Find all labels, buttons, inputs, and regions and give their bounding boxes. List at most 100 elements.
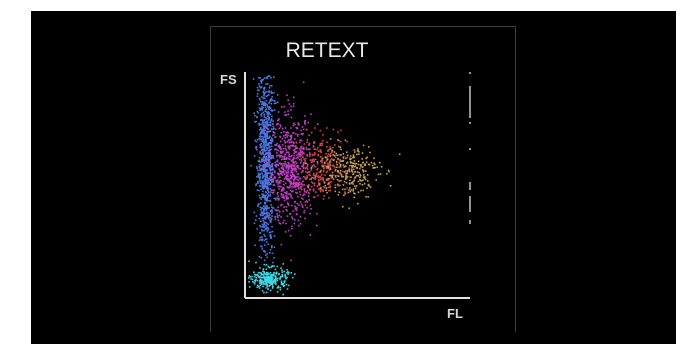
scatter-point-cyan (272, 275, 275, 277)
scatter-point-blue (271, 210, 274, 213)
scatter-point-blue (265, 121, 267, 124)
scatter-point-magenta (286, 215, 289, 217)
scatter-point-red (297, 195, 299, 198)
scatter-point-blue (271, 96, 273, 98)
scatter-point-blue (263, 183, 265, 185)
scatter-point-cyan (248, 281, 250, 283)
scatter-point-magenta (277, 185, 279, 188)
scatter-point-magenta (276, 154, 278, 157)
scatter-point-cyan (261, 273, 263, 276)
scatter-point-blue (266, 199, 269, 202)
scatter-point-magenta (299, 187, 302, 189)
scatter-point-magenta (316, 224, 318, 227)
scatter-point-red (348, 167, 350, 169)
scatter-point-red (279, 163, 282, 165)
scatter-point-red (312, 145, 315, 147)
scatter-point-blue (254, 219, 257, 221)
scatter-point-blue (266, 133, 268, 136)
scatter-point-blue (262, 187, 264, 190)
scatter-point-blue (260, 138, 262, 140)
scatter-point-blue (260, 198, 262, 200)
scatter-point-magenta (291, 204, 293, 207)
scatter-point-cyan (270, 276, 273, 279)
scatter-point-blue (263, 229, 265, 232)
scatter-point-magenta (293, 145, 295, 147)
scatter-point-blue (269, 236, 272, 239)
scatter-point-blue (271, 206, 273, 208)
scatter-point-magenta (263, 161, 266, 164)
scatter-point-blue (276, 101, 279, 103)
scatter-point-red (328, 154, 331, 156)
scatter-point-gold (345, 173, 347, 175)
scatter-point-blue (270, 142, 272, 145)
scatter-point-magenta (289, 186, 291, 189)
scatter-point-blue (267, 228, 270, 231)
scatter-point-magenta (286, 136, 288, 138)
scatter-point-cyan (266, 283, 269, 286)
scatter-point-magenta (280, 131, 283, 134)
scatter-point-blue (268, 172, 270, 174)
scatter-point-red (334, 184, 336, 186)
scatter-point-cyan (259, 282, 261, 284)
scatter-point-cyan (284, 280, 286, 282)
scatter-point-blue (265, 135, 268, 137)
scatter-point-blue (260, 245, 262, 247)
scatter-point-blue (269, 161, 271, 163)
scatter-point-gold (339, 165, 342, 167)
scatter-point-blue (265, 158, 267, 161)
scatter-point-red (318, 182, 320, 184)
scatter-point-blue (261, 112, 263, 115)
scatter-point-blue (261, 229, 263, 231)
scatter-point-gold (388, 170, 390, 173)
scatter-point-magenta (283, 156, 285, 158)
scatter-point-red (313, 158, 315, 160)
scatter-point-red (306, 184, 309, 187)
scatter-point-magenta (310, 208, 312, 210)
scatter-point-magenta (290, 181, 292, 184)
scatter-point-red (319, 175, 322, 178)
scatter-point-blue (266, 176, 269, 179)
scatter-point-blue (265, 186, 268, 189)
scatter-point-magenta (285, 172, 288, 174)
scatter-point-blue (263, 89, 265, 91)
scatter-point-gold (332, 178, 335, 180)
scatter-point-gold (344, 178, 347, 180)
scatter-point-magenta (299, 151, 302, 154)
scatter-point-blue (265, 99, 268, 102)
scatter-point-magenta (281, 164, 283, 166)
scatter-point-magenta (302, 128, 305, 131)
scatter-point-gold (351, 169, 353, 172)
scatter-point-magenta (286, 196, 288, 198)
scatter-point-red (322, 139, 324, 142)
scatter-point-gold (352, 165, 354, 167)
scatter-point-blue (269, 124, 272, 127)
scatter-point-magenta (294, 200, 297, 203)
scatter-point-gold (364, 178, 367, 181)
scatter-point-red (339, 166, 342, 168)
scatter-point-cyan (262, 276, 264, 279)
scatter-point-red (309, 151, 311, 154)
scatter-point-blue (256, 110, 259, 113)
scatter-point-magenta (285, 192, 288, 195)
scatter-point-cyan (259, 271, 261, 274)
scatter-point-gold (339, 159, 341, 161)
scatter-point-red (278, 182, 281, 184)
scatter-point-cyan (272, 280, 274, 282)
scatter-point-blue (265, 185, 267, 188)
scatter-point-gold (374, 166, 376, 169)
scatter-point-cyan (286, 288, 289, 290)
scatter-point-blue (266, 252, 269, 255)
scatter-point-blue (266, 192, 269, 195)
scatter-point-magenta (292, 141, 295, 144)
scatter-point-red (342, 156, 345, 158)
scatter-point-red (320, 151, 323, 153)
scatter-point-red (323, 167, 325, 169)
scatter-point-blue (266, 77, 269, 80)
scatter-point-red (304, 204, 307, 206)
scatter-point-red (313, 142, 315, 144)
scatter-point-blue (261, 135, 264, 138)
scatter-point-magenta (292, 162, 295, 164)
scatter-point-cyan (267, 279, 269, 282)
scatter-point-red (315, 175, 318, 177)
scatter-point-blue (258, 256, 261, 258)
